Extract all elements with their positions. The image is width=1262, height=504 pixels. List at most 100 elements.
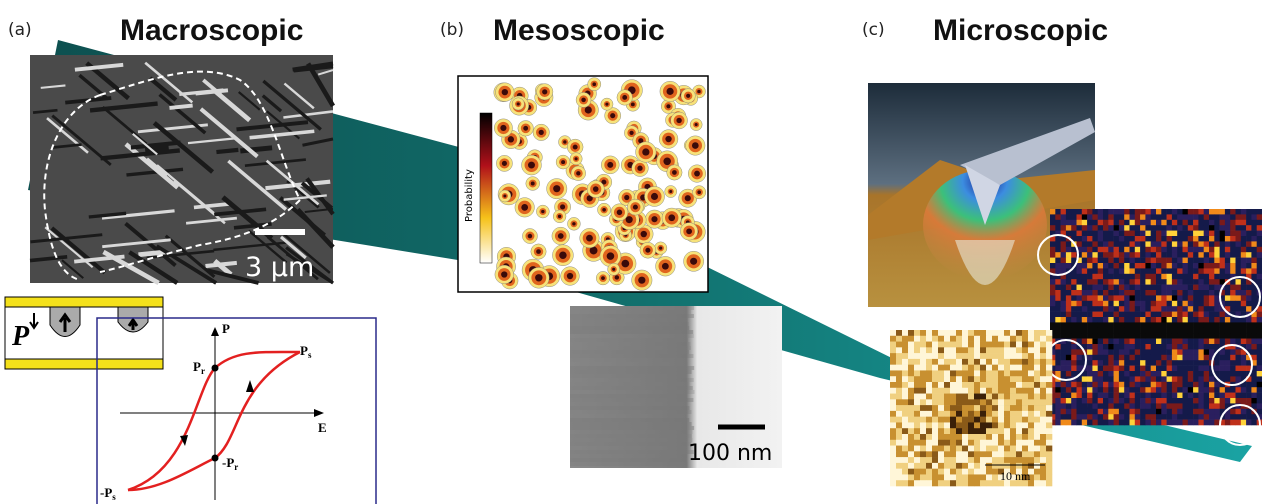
texture (974, 451, 980, 457)
texture (1177, 403, 1183, 409)
texture (908, 457, 914, 463)
texture (998, 394, 1004, 400)
texture (1130, 414, 1136, 420)
texture (1193, 409, 1199, 415)
texture (932, 394, 938, 400)
texture (1177, 355, 1183, 361)
symbol: -P (100, 485, 112, 500)
texture (1167, 339, 1173, 345)
texture (1082, 214, 1088, 220)
texture (1098, 393, 1104, 399)
texture (1087, 231, 1093, 237)
texture (926, 388, 932, 394)
texture (986, 359, 992, 365)
texture (607, 252, 615, 260)
texture (1188, 236, 1194, 242)
texture (570, 386, 693, 390)
texture (1055, 209, 1061, 215)
texture (1087, 252, 1093, 258)
texture (938, 370, 944, 376)
texture (563, 140, 566, 143)
texture (1092, 301, 1098, 307)
texture (1172, 290, 1178, 296)
texture (920, 388, 926, 394)
texture (663, 158, 671, 166)
texture (1177, 339, 1183, 345)
texture (1167, 268, 1173, 274)
texture (1204, 263, 1210, 269)
texture (950, 370, 956, 376)
texture (1119, 414, 1125, 420)
texture (1130, 382, 1136, 388)
texture (998, 353, 1004, 359)
texture (1246, 382, 1252, 388)
texture (1188, 295, 1194, 301)
texture (641, 231, 647, 237)
texture (950, 440, 956, 446)
texture (956, 422, 962, 428)
texture (1151, 236, 1157, 242)
texture (956, 434, 962, 440)
texture (1193, 285, 1199, 291)
texture (1040, 382, 1046, 388)
texture (1034, 480, 1040, 486)
texture (914, 405, 920, 411)
texture (1246, 306, 1252, 312)
texture (1103, 387, 1109, 393)
texture (950, 336, 956, 342)
texture (1028, 422, 1034, 428)
texture (1188, 258, 1194, 264)
texture (1087, 220, 1093, 226)
texture (1161, 420, 1167, 426)
texture (1114, 398, 1120, 404)
texture (902, 463, 908, 469)
texture (956, 342, 962, 348)
texture (1177, 252, 1183, 258)
texture (1172, 247, 1178, 253)
texture (926, 440, 932, 446)
texture (1119, 317, 1125, 323)
texture (932, 446, 938, 452)
texture (968, 336, 974, 342)
texture (896, 347, 902, 353)
texture (1087, 360, 1093, 366)
texture (1209, 295, 1215, 301)
texture (1204, 366, 1210, 372)
texture (1209, 420, 1215, 426)
texture (986, 463, 992, 469)
texture (1151, 360, 1157, 366)
texture (1092, 285, 1098, 291)
texture (1140, 268, 1146, 274)
texture (570, 382, 690, 386)
texture (1028, 376, 1034, 382)
texture (974, 394, 980, 400)
texture (1193, 349, 1199, 355)
texture (1230, 333, 1236, 339)
texture (1004, 434, 1010, 440)
texture (1119, 409, 1125, 415)
texture (1193, 328, 1199, 334)
texture (1241, 268, 1247, 274)
texture (1119, 301, 1125, 307)
texture (1130, 252, 1136, 258)
texture (1172, 349, 1178, 355)
texture (1257, 220, 1262, 226)
texture (1156, 376, 1162, 382)
texture (1119, 263, 1125, 269)
texture (962, 382, 968, 388)
texture (1251, 225, 1257, 231)
texture (570, 406, 689, 410)
texture (1114, 225, 1120, 231)
texture (1055, 295, 1061, 301)
texture (956, 480, 962, 486)
texture (1071, 360, 1077, 366)
texture (1119, 376, 1125, 382)
texture (1087, 209, 1093, 215)
texture (1246, 301, 1252, 307)
texture (1161, 371, 1167, 377)
texture (1061, 349, 1067, 355)
texture (1204, 301, 1210, 307)
texture (980, 376, 986, 382)
texture (1161, 398, 1167, 404)
texture (1230, 252, 1236, 258)
